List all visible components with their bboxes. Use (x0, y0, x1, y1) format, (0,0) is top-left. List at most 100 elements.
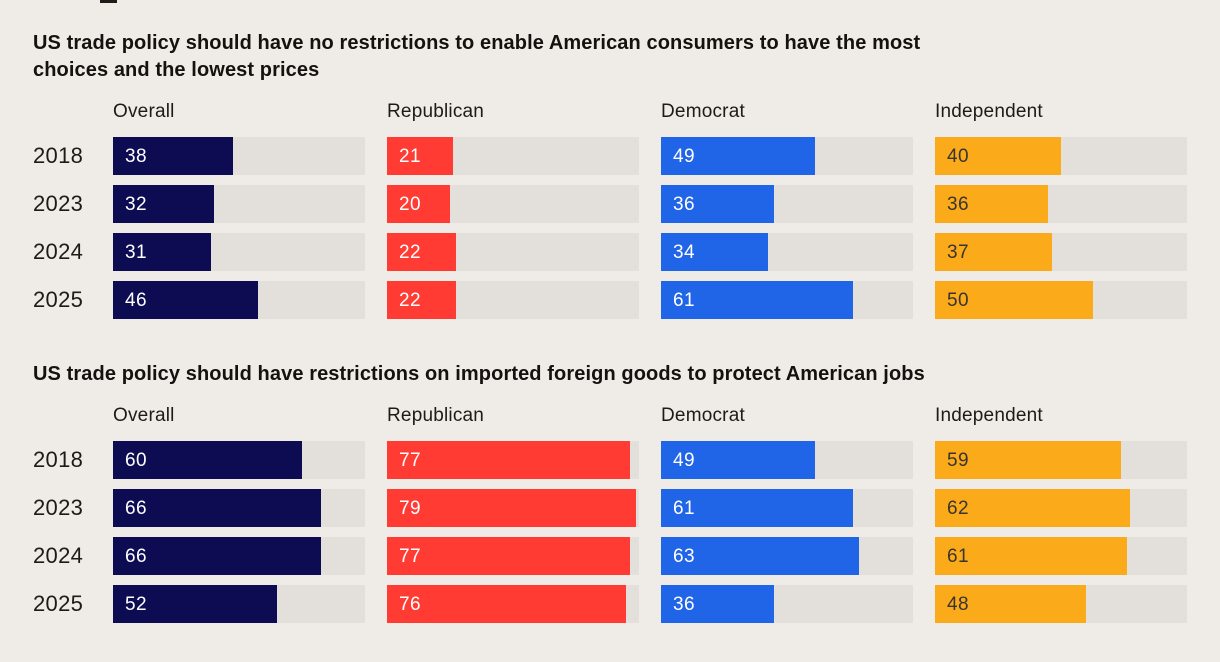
bar-value-label: 31 (125, 241, 147, 263)
bar-track: 37 (935, 233, 1187, 271)
column-header-republican: Republican (387, 101, 485, 122)
bar-republican: 77 (387, 537, 630, 575)
column-headers: Overall Republican Democrat Independent (33, 100, 1187, 124)
bar-track: 49 (661, 441, 913, 479)
column-header-democrat: Democrat (661, 405, 745, 426)
bar-democrat: 36 (661, 185, 775, 223)
year-label: 2024 (33, 543, 84, 568)
bar-track: 76 (387, 585, 639, 623)
bar-value-label: 66 (125, 497, 147, 519)
chart-section-no-restrictions: US trade policy should have no restricti… (33, 30, 1187, 319)
bar-overall: 38 (113, 137, 233, 175)
chart-title: US trade policy should have restrictions… (33, 361, 1187, 388)
bar-democrat: 61 (661, 489, 854, 527)
chart-section-restrictions: US trade policy should have restrictions… (33, 361, 1187, 623)
bar-overall: 66 (113, 489, 321, 527)
bar-value-label: 79 (399, 497, 421, 519)
bar-democrat: 34 (661, 233, 769, 271)
chart-rows: 2018 38 21 49 40 2023 32 20 36 36 2024 31 22 34 37 2025… (33, 137, 1187, 319)
bar-value-label: 59 (947, 449, 969, 471)
column-headers: Overall Republican Democrat Independent (33, 404, 1187, 428)
bar-value-label: 77 (399, 449, 421, 471)
bar-track: 62 (935, 489, 1187, 527)
year-label: 2025 (33, 287, 84, 312)
bar-value-label: 32 (125, 193, 147, 215)
bar-overall: 31 (113, 233, 211, 271)
bar-track: 38 (113, 137, 365, 175)
chart-row: 2018 38 21 49 40 (33, 137, 1187, 175)
year-label: 2023 (33, 191, 84, 216)
year-label: 2018 (33, 143, 84, 168)
bar-track: 31 (113, 233, 365, 271)
bar-value-label: 36 (947, 193, 969, 215)
header-spacer (33, 404, 91, 428)
bar-value-label: 61 (947, 545, 969, 567)
column-header-democrat: Democrat (661, 101, 745, 122)
bar-value-label: 62 (947, 497, 969, 519)
bar-track: 36 (661, 185, 913, 223)
bar-track: 21 (387, 137, 639, 175)
bar-value-label: 48 (947, 593, 969, 615)
bar-value-label: 36 (673, 193, 695, 215)
bar-value-label: 21 (399, 145, 421, 167)
chart-row: 2024 66 77 63 61 (33, 537, 1187, 575)
bar-track: 79 (387, 489, 639, 527)
bar-value-label: 76 (399, 593, 421, 615)
bar-independent: 59 (935, 441, 1121, 479)
bar-independent: 37 (935, 233, 1052, 271)
column-header-independent: Independent (935, 405, 1043, 426)
column-header-overall: Overall (113, 101, 175, 122)
bar-value-label: 38 (125, 145, 147, 167)
bar-value-label: 49 (673, 145, 695, 167)
chart-row: 2025 52 76 36 48 (33, 585, 1187, 623)
bar-value-label: 63 (673, 545, 695, 567)
bar-value-label: 40 (947, 145, 969, 167)
chart-row: 2018 60 77 49 59 (33, 441, 1187, 479)
bar-track: 59 (935, 441, 1187, 479)
bar-value-label: 22 (399, 289, 421, 311)
year-label: 2025 (33, 591, 84, 616)
charts-page: US trade policy should have no restricti… (33, 30, 1187, 623)
bar-independent: 50 (935, 281, 1093, 319)
bar-independent: 48 (935, 585, 1087, 623)
bar-track: 60 (113, 441, 365, 479)
bar-track: 77 (387, 441, 639, 479)
bar-value-label: 77 (399, 545, 421, 567)
bar-track: 32 (113, 185, 365, 223)
bar-track: 52 (113, 585, 365, 623)
bar-track: 22 (387, 233, 639, 271)
bar-independent: 62 (935, 489, 1131, 527)
bar-republican: 21 (387, 137, 454, 175)
bar-value-label: 34 (673, 241, 695, 263)
bar-republican: 22 (387, 233, 457, 271)
bar-overall: 52 (113, 585, 277, 623)
bar-value-label: 36 (673, 593, 695, 615)
bar-democrat: 49 (661, 441, 816, 479)
bar-value-label: 22 (399, 241, 421, 263)
bar-independent: 61 (935, 537, 1128, 575)
bar-value-label: 46 (125, 289, 147, 311)
bar-track: 34 (661, 233, 913, 271)
bar-track: 46 (113, 281, 365, 319)
bar-value-label: 66 (125, 545, 147, 567)
year-label: 2018 (33, 447, 84, 472)
bar-track: 36 (661, 585, 913, 623)
bar-track: 66 (113, 537, 365, 575)
bar-independent: 40 (935, 137, 1061, 175)
bar-track: 40 (935, 137, 1187, 175)
bar-democrat: 36 (661, 585, 775, 623)
chart-title-line: choices and the lowest prices (33, 59, 320, 81)
bar-track: 50 (935, 281, 1187, 319)
bar-overall: 60 (113, 441, 302, 479)
bar-track: 77 (387, 537, 639, 575)
chart-row: 2024 31 22 34 37 (33, 233, 1187, 271)
cropped-text-artifact (100, 0, 117, 3)
bar-democrat: 49 (661, 137, 816, 175)
bar-republican: 76 (387, 585, 627, 623)
bar-track: 63 (661, 537, 913, 575)
bar-democrat: 63 (661, 537, 860, 575)
bar-republican: 22 (387, 281, 457, 319)
year-label: 2024 (33, 239, 84, 264)
bar-republican: 20 (387, 185, 450, 223)
